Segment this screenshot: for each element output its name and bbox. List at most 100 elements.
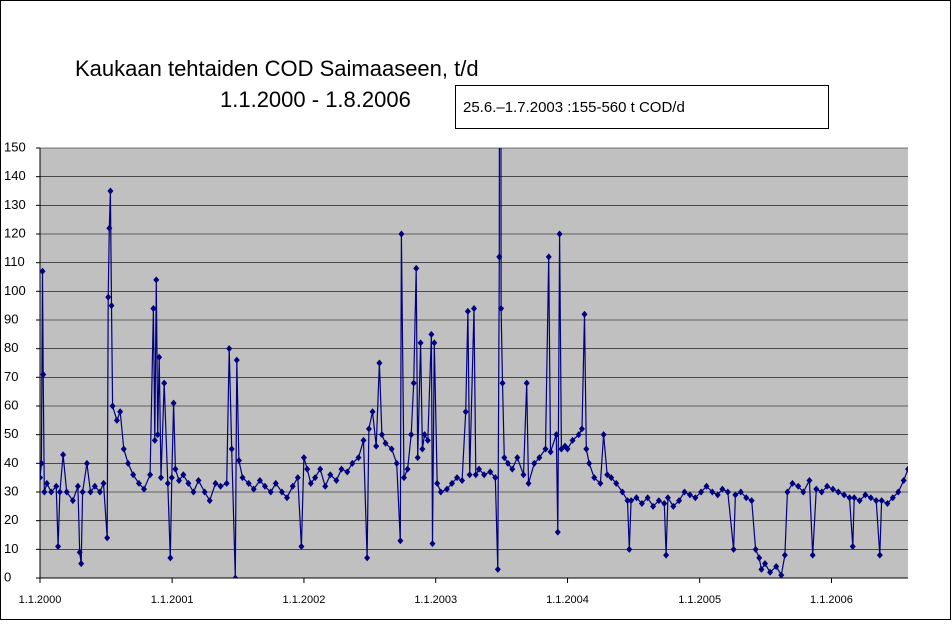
- data-point: [472, 471, 479, 479]
- data-point: [312, 474, 319, 482]
- y-tick-label: 80: [4, 340, 18, 355]
- data-point: [195, 477, 202, 485]
- y-tick-label: 150: [4, 139, 26, 154]
- data-point: [120, 445, 127, 453]
- data-point: [369, 408, 376, 416]
- data-point: [556, 230, 563, 238]
- data-point: [466, 471, 473, 479]
- data-point: [613, 479, 620, 487]
- data-point: [597, 479, 604, 487]
- data-point: [487, 468, 494, 476]
- data-point: [322, 482, 329, 490]
- y-tick-label: 50: [4, 426, 18, 441]
- data-point: [364, 554, 371, 562]
- data-point: [884, 499, 891, 507]
- data-point: [758, 565, 765, 573]
- data-point: [83, 459, 90, 467]
- data-point: [373, 442, 380, 450]
- data-point: [714, 491, 721, 499]
- annotation-box: [455, 85, 829, 129]
- data-point: [809, 551, 816, 559]
- data-point: [40, 370, 47, 378]
- data-point: [743, 494, 750, 502]
- data-point: [239, 474, 246, 482]
- data-point: [100, 479, 107, 487]
- data-line: [40, 148, 908, 578]
- data-point: [829, 485, 836, 493]
- y-tick-label: 90: [4, 311, 18, 326]
- y-tick-label: 140: [4, 168, 26, 183]
- data-point: [664, 494, 671, 502]
- data-point: [531, 459, 538, 467]
- data-point: [40, 474, 43, 482]
- data-point: [344, 468, 351, 476]
- data-point: [105, 293, 112, 301]
- data-point: [147, 471, 154, 479]
- data-point: [307, 479, 314, 487]
- data-point: [619, 488, 626, 496]
- data-point: [633, 494, 640, 502]
- data-point: [408, 431, 415, 439]
- data-point: [108, 302, 115, 310]
- data-point: [661, 499, 668, 507]
- data-point: [393, 459, 400, 467]
- data-point: [730, 545, 737, 553]
- y-tick-label: 0: [4, 569, 11, 584]
- data-point: [851, 494, 858, 502]
- data-point: [509, 465, 516, 473]
- data-point: [382, 439, 389, 447]
- x-tick-label: 1.1.2006: [810, 594, 853, 606]
- data-point: [724, 488, 731, 496]
- data-point: [360, 436, 367, 444]
- data-point: [895, 488, 902, 496]
- data-point: [849, 542, 856, 550]
- data-point: [464, 307, 471, 315]
- data-point: [256, 477, 263, 485]
- data-point: [278, 488, 285, 496]
- data-point: [164, 479, 171, 487]
- data-point: [397, 537, 404, 545]
- data-point: [327, 471, 334, 479]
- data-point: [170, 399, 177, 407]
- data-point: [626, 545, 633, 553]
- data-point: [267, 488, 274, 496]
- data-point: [167, 554, 174, 562]
- data-point: [410, 379, 417, 387]
- data-point: [60, 451, 67, 459]
- data-point: [125, 459, 132, 467]
- data-point: [140, 485, 147, 493]
- data-point: [250, 485, 257, 493]
- data-point: [153, 276, 160, 284]
- data-point: [496, 253, 503, 261]
- data-point: [161, 379, 168, 387]
- data-point: [317, 465, 324, 473]
- data-point: [905, 465, 908, 473]
- data-point: [104, 534, 111, 542]
- data-point: [492, 474, 499, 482]
- data-point: [778, 571, 785, 578]
- data-point: [55, 542, 62, 550]
- data-point: [378, 431, 385, 439]
- data-point: [283, 494, 290, 502]
- data-point: [692, 494, 699, 502]
- data-point: [670, 502, 677, 510]
- data-point: [109, 402, 116, 410]
- x-tick-label: 1.1.2005: [678, 594, 721, 606]
- data-point: [878, 497, 885, 505]
- data-point: [232, 574, 239, 578]
- data-point: [756, 554, 763, 562]
- data-point: [228, 445, 235, 453]
- data-point: [709, 488, 716, 496]
- data-point: [63, 488, 70, 496]
- data-point: [737, 488, 744, 496]
- data-point: [676, 497, 683, 505]
- data-point: [298, 542, 305, 550]
- data-point: [545, 253, 552, 261]
- data-point: [428, 330, 435, 338]
- chart-title: Kaukaan tehtaiden COD Saimaaseen, t/d: [75, 56, 479, 81]
- data-point: [498, 305, 505, 313]
- data-point: [813, 485, 820, 493]
- data-point: [176, 477, 183, 485]
- data-point: [748, 497, 755, 505]
- annotation: 25.6.–1.7.2003 :155-560 t COD/d: [463, 99, 685, 116]
